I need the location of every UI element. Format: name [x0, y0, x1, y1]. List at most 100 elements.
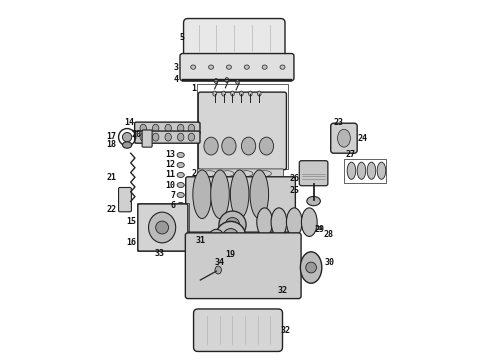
Ellipse shape	[140, 133, 147, 141]
Ellipse shape	[223, 229, 239, 244]
Text: 32: 32	[277, 285, 287, 294]
Ellipse shape	[226, 65, 231, 69]
Ellipse shape	[177, 183, 184, 188]
Ellipse shape	[245, 65, 249, 69]
Ellipse shape	[257, 208, 272, 237]
FancyBboxPatch shape	[194, 309, 283, 351]
Text: 3: 3	[174, 63, 179, 72]
Text: 23: 23	[334, 118, 343, 127]
Text: 6: 6	[171, 201, 175, 210]
Text: 26: 26	[289, 174, 299, 183]
Ellipse shape	[301, 208, 317, 237]
Ellipse shape	[177, 124, 184, 132]
Ellipse shape	[280, 65, 285, 69]
FancyBboxPatch shape	[135, 131, 200, 143]
Ellipse shape	[242, 137, 256, 155]
FancyBboxPatch shape	[186, 177, 295, 232]
Text: 15: 15	[126, 217, 136, 226]
Text: 1: 1	[191, 84, 196, 93]
Ellipse shape	[262, 65, 267, 69]
Text: 31: 31	[196, 236, 206, 245]
Ellipse shape	[148, 212, 176, 243]
FancyBboxPatch shape	[135, 122, 200, 134]
Ellipse shape	[222, 91, 225, 96]
Text: 17: 17	[106, 132, 117, 141]
Ellipse shape	[347, 162, 356, 179]
Text: 2: 2	[192, 169, 197, 178]
Ellipse shape	[307, 197, 320, 206]
Ellipse shape	[287, 208, 302, 237]
Text: 20: 20	[131, 130, 142, 139]
Ellipse shape	[152, 124, 159, 132]
Ellipse shape	[177, 172, 184, 177]
Ellipse shape	[152, 133, 159, 141]
Text: 29: 29	[315, 225, 325, 234]
Ellipse shape	[193, 170, 211, 219]
Ellipse shape	[231, 91, 234, 96]
Ellipse shape	[177, 193, 184, 198]
FancyBboxPatch shape	[180, 54, 294, 81]
FancyBboxPatch shape	[119, 188, 131, 212]
Text: 22: 22	[106, 205, 117, 214]
Ellipse shape	[250, 170, 269, 219]
Ellipse shape	[271, 208, 287, 237]
Ellipse shape	[225, 217, 240, 232]
Text: 11: 11	[165, 171, 175, 180]
Ellipse shape	[213, 91, 217, 96]
Text: 19: 19	[226, 250, 236, 259]
Ellipse shape	[122, 132, 132, 142]
Ellipse shape	[258, 91, 261, 96]
Bar	[344, 158, 387, 183]
Ellipse shape	[230, 170, 249, 219]
Text: 12: 12	[165, 161, 175, 170]
Text: 24: 24	[358, 134, 368, 143]
Text: 28: 28	[323, 230, 334, 239]
Ellipse shape	[306, 262, 317, 273]
Ellipse shape	[165, 133, 172, 141]
Ellipse shape	[191, 65, 196, 69]
FancyBboxPatch shape	[197, 169, 284, 178]
Text: 13: 13	[165, 150, 175, 159]
Text: 33: 33	[154, 249, 164, 258]
Ellipse shape	[215, 266, 221, 274]
FancyBboxPatch shape	[331, 123, 357, 153]
Ellipse shape	[236, 80, 239, 85]
Ellipse shape	[338, 129, 350, 147]
Ellipse shape	[367, 162, 376, 179]
Text: 27: 27	[345, 150, 355, 159]
FancyBboxPatch shape	[138, 204, 188, 251]
Text: 7: 7	[171, 190, 175, 199]
FancyBboxPatch shape	[184, 18, 285, 58]
FancyBboxPatch shape	[142, 130, 152, 147]
Text: 5: 5	[179, 33, 184, 42]
Text: 14: 14	[124, 118, 134, 127]
Text: 21: 21	[106, 173, 117, 182]
Bar	[197, 84, 288, 169]
Text: 10: 10	[165, 180, 175, 189]
Ellipse shape	[216, 221, 245, 251]
Ellipse shape	[188, 133, 195, 141]
Ellipse shape	[248, 91, 252, 96]
Ellipse shape	[225, 77, 228, 82]
Ellipse shape	[222, 137, 236, 155]
Text: 32: 32	[281, 326, 291, 335]
Ellipse shape	[177, 162, 184, 167]
Ellipse shape	[259, 137, 273, 155]
Ellipse shape	[377, 162, 386, 179]
Text: 34: 34	[215, 258, 225, 267]
Ellipse shape	[177, 133, 184, 141]
Text: 18: 18	[106, 140, 117, 149]
Ellipse shape	[300, 252, 322, 283]
Ellipse shape	[211, 170, 229, 219]
Text: 25: 25	[289, 185, 299, 194]
FancyBboxPatch shape	[198, 92, 287, 170]
FancyBboxPatch shape	[185, 233, 301, 298]
Bar	[316, 226, 321, 229]
Ellipse shape	[357, 162, 366, 179]
Ellipse shape	[165, 124, 172, 132]
Ellipse shape	[219, 211, 246, 238]
Ellipse shape	[209, 229, 223, 244]
Ellipse shape	[122, 142, 132, 148]
Ellipse shape	[214, 78, 218, 84]
Text: 16: 16	[126, 238, 136, 247]
